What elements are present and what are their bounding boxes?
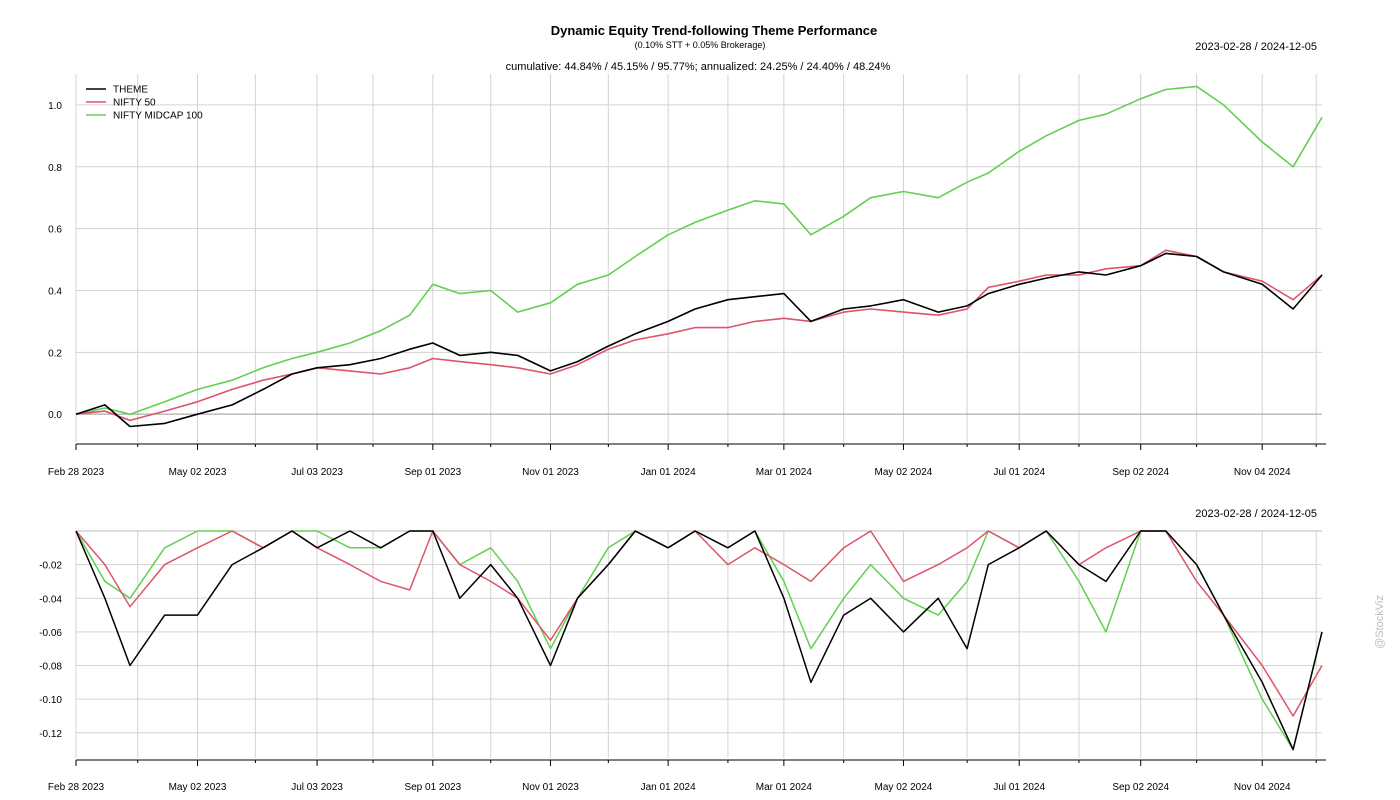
x-tick-label: Jul 01 2024 bbox=[993, 467, 1045, 478]
y-tick-label: -0.10 bbox=[39, 695, 62, 706]
x-tick-label: May 02 2024 bbox=[875, 782, 933, 793]
x-tick-label: Mar 01 2024 bbox=[756, 467, 813, 478]
legend-label: THEME bbox=[113, 85, 148, 96]
y-tick-label: 0.8 bbox=[48, 163, 62, 174]
drawdown-panel: -0.02 -0.04 -0.06 -0.08 -0.10 -0.12 Feb 28 202… bbox=[39, 530, 1326, 793]
x-tick-label: Nov 01 2023 bbox=[522, 782, 579, 793]
y-tick-label: -0.06 bbox=[39, 628, 62, 639]
x-tick-label: Jan 01 2024 bbox=[641, 782, 696, 793]
chart-title: Dynamic Equity Trend-following Theme Per… bbox=[551, 23, 878, 38]
x-tick-label: Jan 01 2024 bbox=[641, 467, 696, 478]
cumulative-returns-panel: 0.0 0.2 0.4 0.6 0.8 1.0 Feb 28 2023 May 02 2023… bbox=[48, 74, 1326, 478]
legend: THEME NIFTY 50 NIFTY MIDCAP 100 bbox=[86, 85, 203, 122]
chart-stats: cumulative: 44.84% / 45.15% / 95.77%; an… bbox=[506, 61, 891, 73]
date-range-top: 2023-02-28 / 2024-12-05 bbox=[1195, 41, 1317, 53]
x-tick-label: Nov 04 2024 bbox=[1234, 782, 1291, 793]
legend-label: NIFTY MIDCAP 100 bbox=[113, 111, 203, 122]
x-tick-label: Jul 01 2024 bbox=[993, 782, 1045, 793]
y-tick-label: 0.0 bbox=[48, 410, 62, 421]
series-line-nifty-midcap-100 bbox=[75, 85, 1323, 416]
y-tick-label: 1.0 bbox=[48, 101, 62, 112]
series-line-nifty-50 bbox=[75, 249, 1323, 422]
series-line-theme bbox=[75, 530, 1323, 751]
series-line-nifty-midcap-100 bbox=[75, 530, 1323, 751]
y-tick-label: 0.4 bbox=[48, 286, 62, 297]
y-tick-label: -0.12 bbox=[39, 729, 62, 740]
x-tick-label: Jul 03 2023 bbox=[291, 467, 343, 478]
series-line-nifty-50 bbox=[75, 530, 1323, 717]
y-tick-label: -0.02 bbox=[39, 561, 62, 572]
chart-subtitle: (0.10% STT + 0.05% Brokerage) bbox=[635, 40, 766, 50]
x-tick-label: Jul 03 2023 bbox=[291, 782, 343, 793]
y-tick-label: 0.6 bbox=[48, 225, 62, 236]
x-tick-label: Feb 28 2023 bbox=[48, 782, 105, 793]
x-tick-label: Mar 01 2024 bbox=[756, 782, 813, 793]
x-tick-label: Nov 01 2023 bbox=[522, 467, 579, 478]
series-line-theme bbox=[75, 252, 1323, 428]
x-tick-label: Sep 02 2024 bbox=[1112, 782, 1169, 793]
watermark: @StockViz bbox=[1374, 595, 1386, 649]
x-tick-label: Sep 01 2023 bbox=[404, 467, 461, 478]
date-range-bottom: 2023-02-28 / 2024-12-05 bbox=[1195, 508, 1317, 520]
y-tick-label: 0.2 bbox=[48, 348, 62, 359]
legend-label: NIFTY 50 bbox=[113, 98, 156, 109]
y-tick-label: -0.08 bbox=[39, 662, 62, 673]
x-tick-label: May 02 2023 bbox=[169, 782, 227, 793]
x-tick-label: May 02 2023 bbox=[169, 467, 227, 478]
x-tick-label: May 02 2024 bbox=[875, 467, 933, 478]
x-tick-label: Sep 02 2024 bbox=[1112, 467, 1169, 478]
y-tick-label: -0.04 bbox=[39, 594, 62, 605]
x-tick-label: Sep 01 2023 bbox=[404, 782, 461, 793]
x-tick-label: Nov 04 2024 bbox=[1234, 467, 1291, 478]
x-tick-label: Feb 28 2023 bbox=[48, 467, 105, 478]
